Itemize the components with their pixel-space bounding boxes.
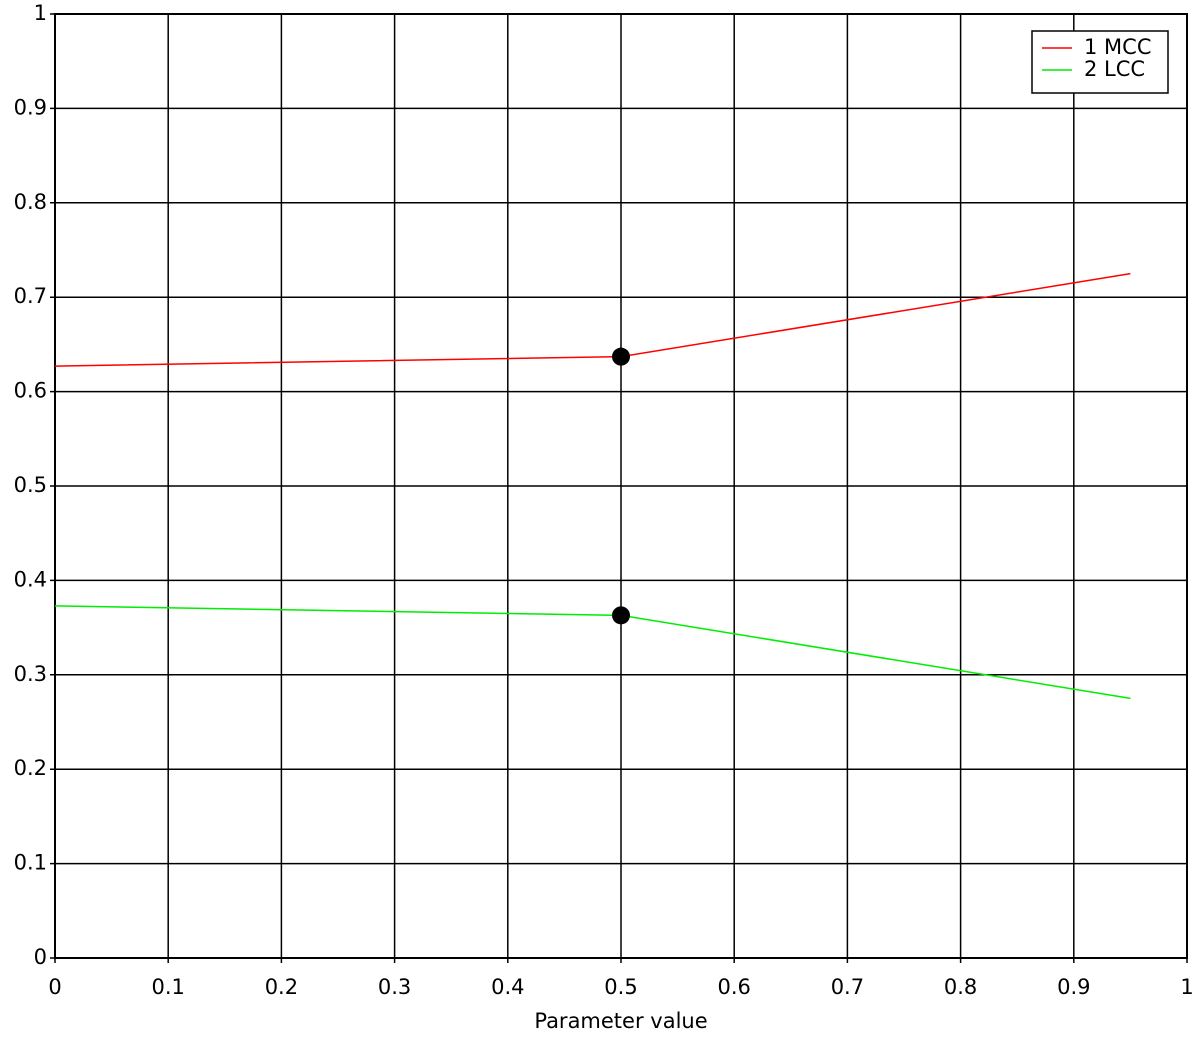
y-tick-label: 0.4 [14, 567, 47, 591]
x-tick-label: 0.8 [944, 975, 977, 999]
x-tick-label: 1 [1180, 975, 1193, 999]
y-tick-label: 0.7 [14, 284, 47, 308]
plot-frame [54, 13, 1188, 959]
x-tick-label: 0.4 [491, 975, 524, 999]
x-tick-label: 0.2 [265, 975, 298, 999]
y-tick-label: 0.1 [14, 851, 47, 875]
y-tick-label: 0.8 [14, 190, 47, 214]
x-tick-label: 0.7 [831, 975, 864, 999]
y-tick-label: 0 [34, 945, 47, 969]
x-tick-label: 0.9 [1057, 975, 1090, 999]
x-tick-label: 0.1 [151, 975, 184, 999]
x-tick-label: 0.3 [378, 975, 411, 999]
marker [612, 606, 630, 625]
y-tick-label: 0.5 [14, 473, 47, 497]
y-tick-label: 0.6 [14, 379, 47, 403]
series-line [54, 272, 1131, 367]
legend-label: 1 MCC [1084, 35, 1151, 59]
x-tick-label: 0 [48, 975, 61, 999]
x-axis-label: Parameter value [534, 1009, 707, 1033]
x-tick-label: 0.5 [604, 975, 637, 999]
y-tick-label: 0.9 [14, 95, 47, 119]
marker [612, 347, 630, 366]
y-tick-label: 0.2 [14, 756, 47, 780]
y-tick-label: 0.3 [14, 662, 47, 686]
legend-label: 2 LCC [1084, 57, 1145, 81]
x-tick-label: 0.6 [717, 975, 750, 999]
y-tick-label: 1 [34, 1, 47, 25]
series-line [54, 605, 1131, 700]
legend-box [1031, 30, 1169, 94]
